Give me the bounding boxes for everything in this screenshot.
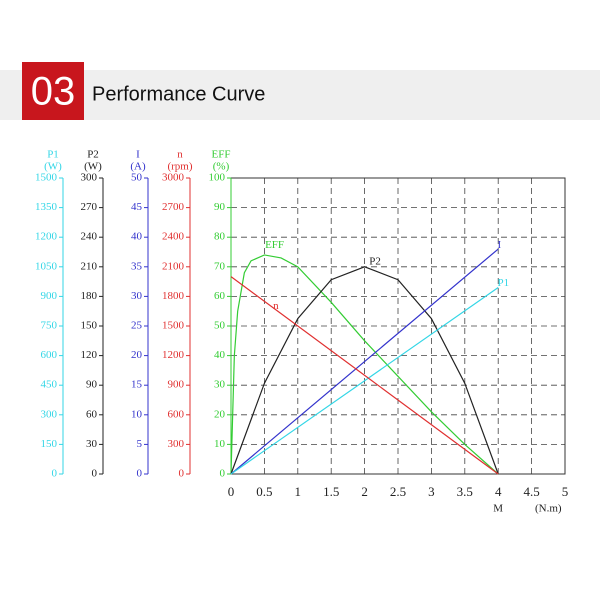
y-tick-label: 1200: [35, 231, 58, 243]
x-tick-label: 5: [562, 484, 569, 499]
y-tick-label: 90: [86, 379, 98, 391]
y-tick-label: 50: [214, 320, 226, 332]
y-tick-label: 0: [137, 468, 143, 480]
y-axis-unit: (%): [213, 161, 230, 173]
y-tick-label: 45: [131, 201, 143, 213]
y-tick-label: 900: [168, 379, 185, 391]
y-tick-label: 10: [131, 408, 143, 420]
x-tick-label: 2.5: [390, 484, 406, 499]
y-tick-label: 1350: [35, 201, 58, 213]
series-label: P2: [369, 255, 381, 267]
y-tick-label: 0: [52, 468, 58, 480]
x-tick-label: 3: [428, 484, 435, 499]
x-tick-label: 4: [495, 484, 502, 499]
y-tick-label: 210: [81, 260, 98, 272]
y-tick-label: 5: [137, 438, 143, 450]
y-tick-label: 30: [131, 290, 143, 302]
y-tick-label: 1050: [35, 260, 58, 272]
y-tick-label: 300: [81, 172, 98, 184]
y-tick-label: 300: [41, 408, 58, 420]
y-tick-label: 300: [168, 438, 185, 450]
y-tick-label: 0: [220, 468, 226, 480]
y-tick-label: 270: [81, 201, 98, 213]
y-tick-label: 10: [214, 438, 226, 450]
header-number: 03: [31, 70, 76, 114]
y-tick-label: 450: [41, 379, 58, 391]
y-tick-label: 25: [131, 320, 143, 332]
y-tick-label: 750: [41, 320, 58, 332]
series-label: n: [273, 300, 279, 312]
y-tick-label: 2400: [162, 231, 185, 243]
y-axis-unit: (W): [44, 161, 62, 173]
y-tick-label: 30: [86, 438, 98, 450]
series-line: [230, 276, 499, 475]
y-tick-label: 0: [179, 468, 185, 480]
y-tick-label: 2700: [162, 201, 185, 213]
y-tick-label: 40: [214, 349, 226, 361]
y-tick-label: 30: [214, 379, 226, 391]
y-tick-label: 240: [81, 231, 98, 243]
y-tick-label: 900: [41, 290, 58, 302]
y-tick-label: 150: [41, 438, 58, 450]
y-tick-label: 90: [214, 201, 226, 213]
x-tick-label: 0: [228, 484, 235, 499]
y-tick-label: 80: [214, 231, 226, 243]
y-tick-label: 20: [131, 349, 143, 361]
x-axis-label: M: [493, 503, 503, 515]
y-tick-label: 1500: [162, 320, 185, 332]
x-tick-label: 4.5: [523, 484, 539, 499]
y-tick-label: 100: [209, 172, 226, 184]
x-tick-label: 1: [295, 484, 302, 499]
x-tick-label: 3.5: [457, 484, 473, 499]
y-tick-label: 40: [131, 231, 143, 243]
series-line: [230, 254, 499, 475]
y-axis-unit: (rpm): [167, 161, 192, 173]
y-tick-label: 15: [131, 379, 143, 391]
series-line: [230, 287, 499, 475]
x-tick-label: 1.5: [323, 484, 339, 499]
y-tick-label: 60: [86, 408, 98, 420]
series-label: I: [498, 239, 502, 251]
x-tick-label: 2: [361, 484, 368, 499]
series-line: [230, 266, 499, 475]
y-tick-label: 70: [214, 260, 226, 272]
header-badge: [22, 62, 84, 120]
y-tick-label: 0: [92, 468, 98, 480]
y-tick-label: 3000: [162, 172, 185, 184]
y-axis-label: I: [136, 149, 140, 161]
x-tick-label: 0.5: [256, 484, 272, 499]
series-label: P1: [498, 277, 510, 289]
y-tick-label: 600: [168, 408, 185, 420]
series-line: [230, 248, 499, 475]
y-tick-label: 50: [131, 172, 143, 184]
y-tick-label: 20: [214, 408, 226, 420]
y-tick-label: 60: [214, 290, 226, 302]
header-title: Performance Curve: [92, 83, 265, 105]
y-axis-label: P2: [87, 149, 99, 161]
y-tick-label: 1500: [35, 172, 58, 184]
y-axis-label: EFF: [212, 149, 231, 161]
y-tick-label: 35: [131, 260, 143, 272]
series-label: EFF: [265, 239, 284, 251]
header-band: [0, 70, 600, 120]
y-tick-label: 600: [41, 349, 58, 361]
y-tick-label: 1800: [162, 290, 185, 302]
y-tick-label: 180: [81, 290, 98, 302]
y-axis-unit: (A): [130, 161, 146, 173]
y-tick-label: 1200: [162, 349, 185, 361]
y-tick-label: 120: [81, 349, 98, 361]
y-axis-label: n: [177, 149, 183, 161]
y-axis-label: P1: [47, 149, 59, 161]
y-tick-label: 150: [81, 320, 98, 332]
x-axis-unit: (N.m): [535, 503, 562, 515]
y-axis-unit: (W): [84, 161, 102, 173]
y-tick-label: 2100: [162, 260, 185, 272]
